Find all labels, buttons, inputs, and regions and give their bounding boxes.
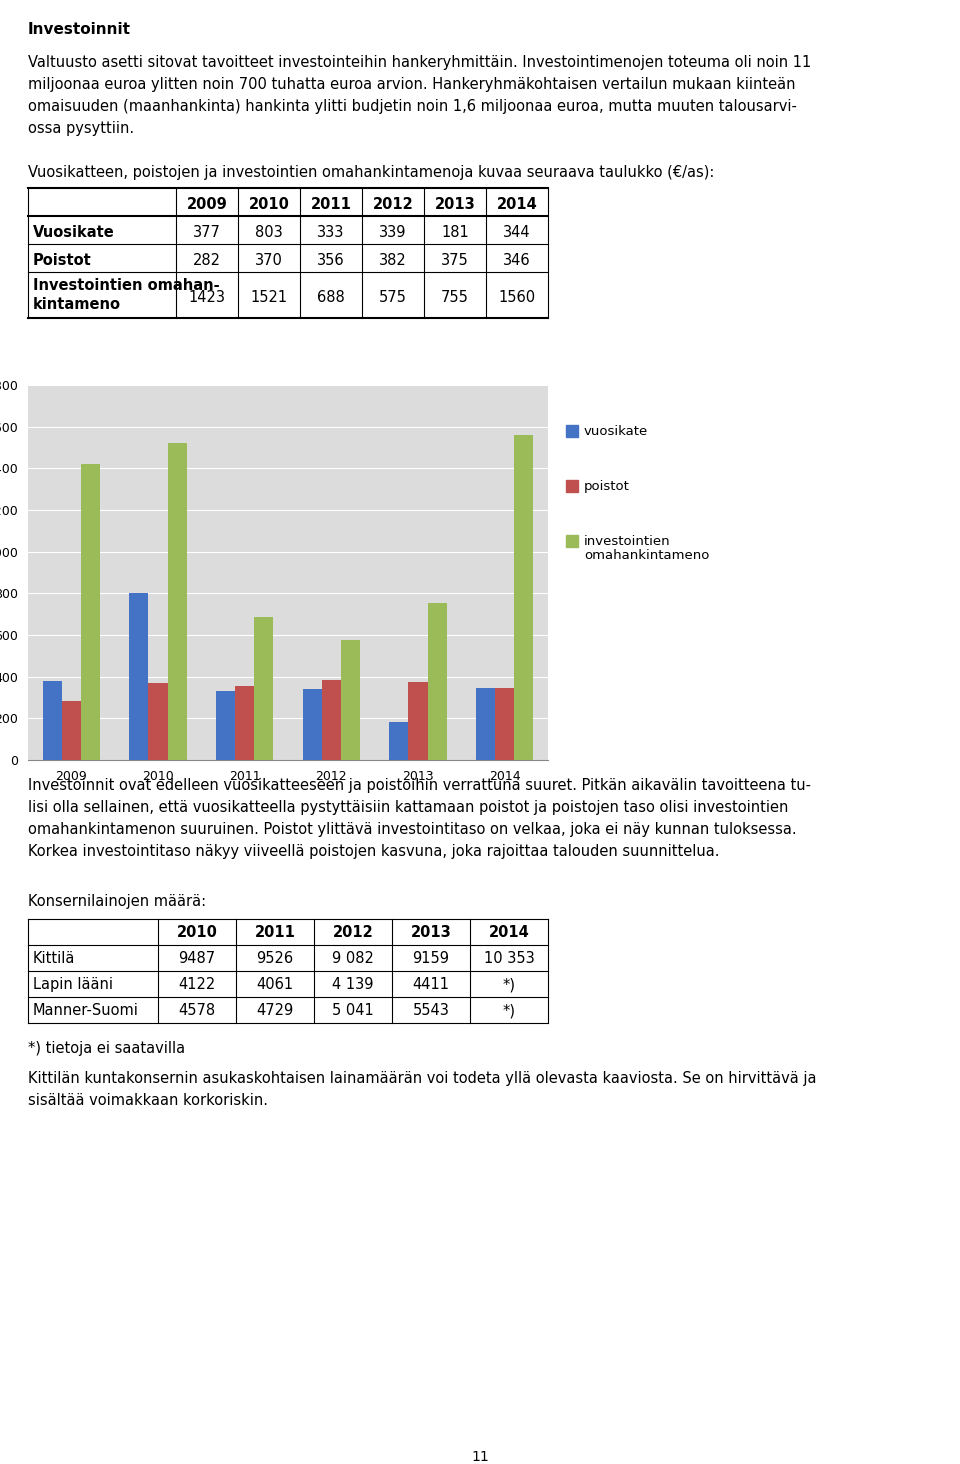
Bar <box>81 464 100 760</box>
Text: 1423: 1423 <box>188 290 226 305</box>
Bar <box>427 603 446 760</box>
Text: Kittilän kuntakonsernin asukaskohtaisen lainamäärän voi todeta yllä olevasta kaa: Kittilän kuntakonsernin asukaskohtaisen … <box>28 1072 817 1086</box>
Text: 4061: 4061 <box>256 976 294 993</box>
Text: vuosikate: vuosikate <box>584 425 648 438</box>
Text: poistot: poistot <box>584 480 630 493</box>
Text: 1560: 1560 <box>498 290 536 305</box>
Text: 375: 375 <box>442 253 468 268</box>
Text: 346: 346 <box>503 253 531 268</box>
Text: 2012: 2012 <box>332 925 373 940</box>
Text: miljoonaa euroa ylitten noin 700 tuhatta euroa arvion. Hankeryhmäkohtaisen verta: miljoonaa euroa ylitten noin 700 tuhatta… <box>28 78 796 92</box>
Text: *): *) <box>502 1003 516 1017</box>
Text: 344: 344 <box>503 225 531 240</box>
Bar <box>302 690 322 760</box>
Bar <box>216 691 235 760</box>
Text: Kittilä: Kittilä <box>33 952 76 966</box>
Text: 9487: 9487 <box>179 952 216 966</box>
Text: 370: 370 <box>255 253 283 268</box>
Text: Lapin lääni: Lapin lääni <box>33 976 113 993</box>
Text: *): *) <box>502 976 516 993</box>
Text: Investoinnit: Investoinnit <box>28 22 131 37</box>
Text: 1521: 1521 <box>251 290 288 305</box>
Text: Poistot: Poistot <box>33 253 92 268</box>
Text: 2011: 2011 <box>254 925 296 940</box>
Text: Korkea investointitaso näkyy viiveellä poistojen kasvuna, joka rajoittaa taloude: Korkea investointitaso näkyy viiveellä p… <box>28 845 719 859</box>
Bar <box>566 425 578 436</box>
Text: 4729: 4729 <box>256 1003 294 1017</box>
Text: 2011: 2011 <box>311 198 351 212</box>
Bar <box>130 593 149 760</box>
Text: lisi olla sellainen, että vuosikatteella pystyttäisiin kattamaan poistot ja pois: lisi olla sellainen, että vuosikatteella… <box>28 799 788 815</box>
Text: 181: 181 <box>442 225 468 240</box>
Bar <box>149 682 168 760</box>
Text: 2012: 2012 <box>372 198 414 212</box>
Bar <box>390 722 408 760</box>
Text: 803: 803 <box>255 225 283 240</box>
Bar <box>566 480 578 492</box>
Text: 2014: 2014 <box>489 925 529 940</box>
Text: 2010: 2010 <box>249 198 289 212</box>
Text: sisältää voimakkaan korkoriskin.: sisältää voimakkaan korkoriskin. <box>28 1094 268 1108</box>
Text: omahankintameno: omahankintameno <box>584 549 709 562</box>
Bar <box>322 681 341 760</box>
Text: 755: 755 <box>441 290 468 305</box>
Text: 377: 377 <box>193 225 221 240</box>
Text: omaisuuden (maanhankinta) hankinta ylitti budjetin noin 1,6 miljoonaa euroa, mut: omaisuuden (maanhankinta) hankinta ylitt… <box>28 100 797 114</box>
Text: 2010: 2010 <box>177 925 217 940</box>
Text: 575: 575 <box>379 290 407 305</box>
Text: Investoinnit ovat edelleen vuosikatteeseen ja poistoihin verrattuna suuret. Pitk: Investoinnit ovat edelleen vuosikatteese… <box>28 777 811 793</box>
Text: 2013: 2013 <box>411 925 451 940</box>
Text: Vuosikatteen, poistojen ja investointien omahankintamenoja kuvaa seuraava tauluk: Vuosikatteen, poistojen ja investointien… <box>28 165 714 180</box>
Text: investointien: investointien <box>584 534 671 548</box>
Bar <box>341 640 360 760</box>
Text: 10 353: 10 353 <box>484 952 535 966</box>
Bar <box>61 701 81 760</box>
Text: Valtuusto asetti sitovat tavoitteet investointeihin hankeryhmittäin. Investointi: Valtuusto asetti sitovat tavoitteet inve… <box>28 56 811 70</box>
Text: Investointien omahan-
kintameno: Investointien omahan- kintameno <box>33 278 220 312</box>
Text: 4578: 4578 <box>179 1003 216 1017</box>
Text: 688: 688 <box>317 290 345 305</box>
Text: Konsernilainojen määrä:: Konsernilainojen määrä: <box>28 895 206 909</box>
Text: omahankintamenon suuruinen. Poistot ylittävä investointitaso on velkaa, joka ei : omahankintamenon suuruinen. Poistot ylit… <box>28 821 797 837</box>
Text: 9526: 9526 <box>256 952 294 966</box>
Text: 9 082: 9 082 <box>332 952 374 966</box>
Text: Manner-Suomi: Manner-Suomi <box>33 1003 139 1017</box>
Text: 5543: 5543 <box>413 1003 449 1017</box>
Text: 4411: 4411 <box>413 976 449 993</box>
Text: 382: 382 <box>379 253 407 268</box>
Text: 2013: 2013 <box>435 198 475 212</box>
Bar <box>254 616 274 760</box>
Text: *) tietoja ei saatavilla: *) tietoja ei saatavilla <box>28 1041 185 1056</box>
Text: 2014: 2014 <box>496 198 538 212</box>
Bar <box>515 435 533 760</box>
Bar <box>43 681 61 760</box>
Text: 4122: 4122 <box>179 976 216 993</box>
Bar <box>566 534 578 548</box>
Bar <box>235 685 254 760</box>
Text: 11: 11 <box>471 1449 489 1464</box>
Text: ossa pysyttiin.: ossa pysyttiin. <box>28 122 134 136</box>
Text: 282: 282 <box>193 253 221 268</box>
Text: 9159: 9159 <box>413 952 449 966</box>
Text: 5 041: 5 041 <box>332 1003 373 1017</box>
Text: Vuosikate: Vuosikate <box>33 225 115 240</box>
Bar <box>476 688 495 760</box>
Text: 339: 339 <box>379 225 407 240</box>
Bar <box>408 682 427 760</box>
Text: 2009: 2009 <box>186 198 228 212</box>
Text: 4 139: 4 139 <box>332 976 373 993</box>
Bar <box>168 444 186 760</box>
Text: 356: 356 <box>317 253 345 268</box>
Bar <box>495 688 515 760</box>
Text: 333: 333 <box>318 225 345 240</box>
